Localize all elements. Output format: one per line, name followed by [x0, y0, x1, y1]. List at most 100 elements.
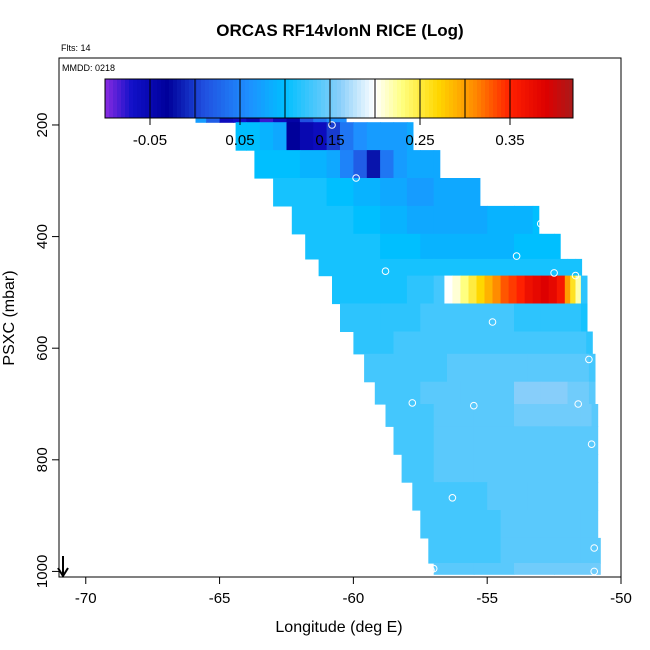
- heatmap-cell: [460, 381, 488, 405]
- y-tick-label: 1000: [34, 555, 51, 588]
- heatmap-cell: [380, 303, 421, 332]
- flight-point: [488, 318, 497, 326]
- heatmap-cell: [393, 426, 435, 455]
- flight-point: [470, 401, 478, 410]
- heatmap-cell: [353, 150, 368, 179]
- heatmap-cell: [433, 178, 462, 207]
- heatmap-cell: [473, 331, 515, 355]
- heatmap-cell: [588, 381, 596, 405]
- heatmap-cell: [527, 482, 568, 511]
- heatmap-cell: [326, 122, 341, 151]
- heatmap-cell: [567, 381, 590, 405]
- down-arrow-icon: [57, 556, 69, 578]
- heatmap-cell: [468, 275, 478, 305]
- colorbar-segment: [249, 79, 254, 118]
- colorbar-segment: [153, 79, 158, 118]
- colorbar-segment: [525, 79, 530, 118]
- heatmap-cell: [500, 537, 542, 564]
- heatmap-cell: [318, 258, 354, 277]
- heatmap-cell: [591, 404, 599, 427]
- heatmap-cell: [460, 178, 475, 207]
- heatmap-cell: [420, 381, 461, 405]
- heatmap-cell: [254, 150, 274, 179]
- colorbar-segment: [513, 79, 518, 118]
- heatmap-cell: [433, 426, 475, 455]
- colorbar-segment: [425, 79, 430, 118]
- heatmap-cell: [313, 122, 328, 151]
- colorbar-segment: [341, 79, 346, 118]
- colorbar-segment: [421, 79, 426, 118]
- colorbar-segment: [361, 79, 366, 118]
- colorbar-segment: [125, 79, 130, 118]
- heatmap-cell: [514, 258, 542, 277]
- heatmap-cell: [487, 258, 515, 277]
- flights-label: Flts: 14: [61, 43, 91, 53]
- colorbar-segment: [381, 79, 386, 118]
- heatmap-cell: [401, 454, 435, 483]
- colorbar-segment: [477, 79, 482, 118]
- flight-point: [352, 174, 360, 182]
- heatmap-cell: [235, 122, 247, 151]
- colorbar-segment: [509, 79, 514, 118]
- colorbar-segment: [121, 79, 126, 118]
- heatmap-cell: [516, 275, 526, 305]
- heatmap-cell: [452, 275, 461, 305]
- heatmap-cell: [586, 331, 593, 355]
- colorbar-segment: [257, 79, 262, 118]
- heatmap-cell: [406, 150, 421, 179]
- heatmap-cell: [420, 510, 461, 539]
- heatmap-cell: [353, 178, 381, 207]
- colorbar-segment: [521, 79, 526, 118]
- colorbar-frame: [104, 78, 574, 119]
- colorbar-segment: [241, 79, 246, 118]
- colorbar-segment: [225, 79, 230, 118]
- y-axis: 200 400 600 800 1000: [34, 112, 60, 588]
- colorbar-segment: [561, 79, 566, 118]
- heatmap-cell: [305, 233, 341, 260]
- heatmap-cell: [353, 331, 395, 355]
- colorbar-segment: [553, 79, 558, 118]
- heatmap-cell: [326, 150, 341, 179]
- flight-point: [590, 567, 599, 576]
- colorbar-segment: [173, 79, 178, 118]
- colorbar-segment: [141, 79, 146, 118]
- heatmap-cell: [580, 303, 588, 332]
- colorbar-segment: [269, 79, 274, 118]
- heatmap-cell: [353, 122, 368, 151]
- flight-point: [590, 544, 599, 552]
- heatmap-cell: [353, 258, 381, 277]
- heatmap-cell: [580, 510, 593, 539]
- heatmap-cell: [460, 205, 488, 235]
- colorbar-segment: [113, 79, 118, 118]
- heatmap-cell: [380, 233, 421, 260]
- heatmap-cell: [500, 275, 510, 305]
- heatmap-cell: [460, 233, 488, 260]
- colorbar-segment: [253, 79, 258, 118]
- heatmap-cell: [580, 275, 588, 305]
- heatmap-cell: [591, 482, 599, 511]
- heatmap-cell: [487, 303, 515, 332]
- colorbar-segment: [317, 79, 322, 118]
- colorbar-segment: [385, 79, 390, 118]
- y-tick-label: 200: [34, 112, 51, 137]
- date-label: MMDD: 0218: [62, 63, 115, 73]
- y-tick-label: 600: [34, 336, 51, 361]
- colorbar-segment: [461, 79, 466, 118]
- heatmap-cell: [406, 122, 414, 151]
- colorbar-segment: [161, 79, 166, 118]
- heatmap-cell: [412, 482, 448, 511]
- flight-point: [381, 267, 390, 276]
- colorbar-segment: [437, 79, 442, 118]
- chart-title: ORCAS RF14vlonN RICE (Log): [216, 21, 463, 40]
- heatmap-cell: [460, 258, 488, 277]
- heatmap-cell: [460, 510, 502, 539]
- colorbar-segment: [533, 79, 538, 118]
- heatmap-cell: [291, 205, 328, 235]
- colorbar-segment: [429, 79, 434, 118]
- colorbar-segment: [281, 79, 286, 118]
- heatmap-cell: [473, 426, 515, 455]
- x-tick-label: -60: [343, 590, 365, 607]
- heatmap-cell: [500, 510, 542, 539]
- colorbar-segment: [233, 79, 238, 118]
